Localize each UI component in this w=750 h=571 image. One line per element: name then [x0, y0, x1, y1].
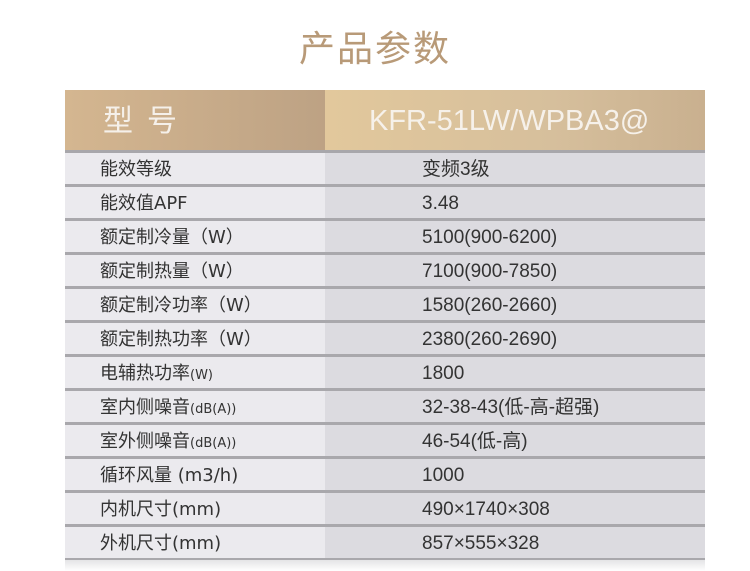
table-row: 外机尺寸(mm) 857×555×328 — [65, 527, 705, 561]
spec-label-text: 额定制冷量（W） — [100, 227, 244, 248]
spec-unit: (W) — [190, 368, 213, 383]
spec-label: 室内侧噪音(dB(A)) — [65, 391, 325, 422]
spec-label-text: 额定制热量（W） — [100, 261, 244, 282]
spec-label: 循环风量 (m3/h) — [65, 459, 325, 490]
spec-value: 46-54(低-高) — [325, 425, 705, 456]
spec-value: 1000 — [325, 459, 705, 490]
spec-value: 变频3级 — [325, 153, 705, 184]
table-row: 额定制热功率（W） 2380(260-2690) — [65, 323, 705, 357]
spec-value: 7100(900-7850) — [325, 255, 705, 286]
spec-unit: (dB(A)) — [190, 402, 237, 417]
table-row: 室外侧噪音(dB(A)) 46-54(低-高) — [65, 425, 705, 459]
table-row: 额定制冷量（W） 5100(900-6200) — [65, 221, 705, 255]
spec-label: 外机尺寸(mm) — [65, 527, 325, 558]
table-row: 内机尺寸(mm) 490×1740×308 — [65, 493, 705, 527]
table-row: 额定制冷功率（W） 1580(260-2660) — [65, 289, 705, 323]
spec-label-text: 室外侧噪音 — [100, 431, 190, 452]
model-value: KFR-51LW/WPBA3@ — [325, 90, 705, 150]
spec-label-text: 额定制热功率（W） — [100, 329, 262, 350]
spec-value: 1800 — [325, 357, 705, 388]
spec-label: 额定制冷量（W） — [65, 221, 325, 252]
table-shadow — [65, 560, 705, 571]
table-row: 电辅热功率(W) 1800 — [65, 357, 705, 391]
spec-table: 型号 KFR-51LW/WPBA3@ 能效等级 变频3级 能效值APF 3.48 额定制… — [65, 90, 705, 561]
table-row: 循环风量 (m3/h) 1000 — [65, 459, 705, 493]
table-row: 能效值APF 3.48 — [65, 187, 705, 221]
spec-label-text: 电辅热功率 — [100, 363, 190, 384]
spec-label: 能效等级 — [65, 153, 325, 184]
page-title: 产品参数 — [298, 29, 451, 70]
spec-label: 额定制热量（W） — [65, 255, 325, 286]
spec-label-text: 循环风量 (m3/h) — [100, 465, 239, 486]
spec-label-text: 室内侧噪音 — [100, 397, 190, 418]
spec-label: 能效值APF — [65, 187, 325, 218]
spec-label-text: 外机尺寸(mm) — [100, 533, 222, 554]
spec-unit: (dB(A)) — [190, 436, 237, 451]
spec-label-text: 能效值APF — [100, 193, 188, 214]
spec-value: 32-38-43(低-高-超强) — [325, 391, 705, 422]
spec-label: 额定制热功率（W） — [65, 323, 325, 354]
spec-label: 内机尺寸(mm) — [65, 493, 325, 524]
spec-label-text: 额定制冷功率（W） — [100, 295, 262, 316]
table-header: 型号 KFR-51LW/WPBA3@ — [65, 90, 705, 153]
spec-label: 额定制冷功率（W） — [65, 289, 325, 320]
table-row: 能效等级 变频3级 — [65, 153, 705, 187]
spec-value: 857×555×328 — [325, 527, 705, 558]
table-row: 室内侧噪音(dB(A)) 32-38-43(低-高-超强) — [65, 391, 705, 425]
spec-value: 5100(900-6200) — [325, 221, 705, 252]
table-row: 额定制热量（W） 7100(900-7850) — [65, 255, 705, 289]
spec-value: 1580(260-2660) — [325, 289, 705, 320]
model-label: 型号 — [65, 90, 325, 150]
spec-label: 电辅热功率(W) — [65, 357, 325, 388]
spec-label-text: 能效等级 — [100, 159, 172, 180]
spec-value: 3.48 — [325, 187, 705, 218]
spec-value: 490×1740×308 — [325, 493, 705, 524]
spec-label-text: 内机尺寸(mm) — [100, 499, 222, 520]
spec-value: 2380(260-2690) — [325, 323, 705, 354]
spec-label: 室外侧噪音(dB(A)) — [65, 425, 325, 456]
